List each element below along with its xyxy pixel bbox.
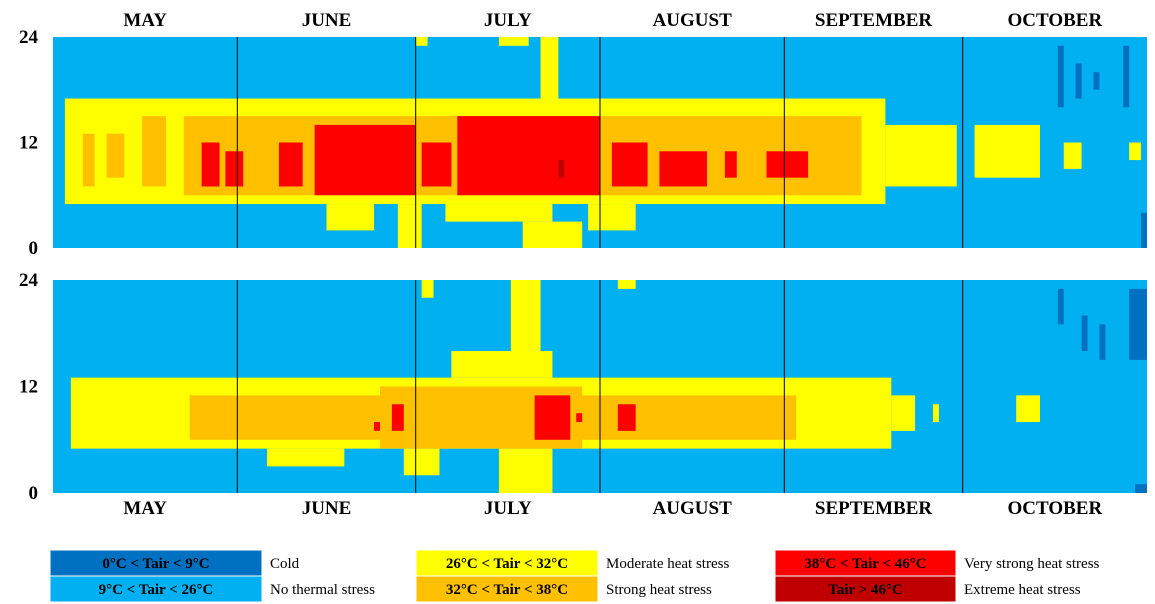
top-month-labels: MAY JUNE JULY AUGUST SEPTEMBER OCTOBER: [123, 10, 1102, 31]
y-tick-label: 12: [19, 377, 38, 398]
heat-cell-very-strong: [391, 404, 404, 431]
legend-label: Extreme heat stress: [964, 582, 1081, 598]
heat-cell-moderate: [421, 280, 434, 298]
y-tick-label: 24: [19, 27, 39, 48]
y-tick-label: 24: [19, 270, 39, 291]
legend: 0°C < Tair < 9°C Cold 9°C < Tair < 26°C No …: [49, 549, 1100, 603]
heat-cell-moderate: [415, 37, 428, 46]
heat-cell-very-strong: [611, 142, 648, 187]
y-tick-label: 12: [19, 133, 38, 154]
legend-swatch: [774, 549, 957, 577]
heat-cell-moderate: [451, 351, 553, 378]
month-label: SEPTEMBER: [815, 10, 932, 31]
month-label: AUGUST: [653, 498, 733, 519]
heat-cell-cold: [1057, 288, 1064, 325]
heat-cell-very-strong: [659, 151, 708, 187]
heat-cell-moderate: [891, 395, 916, 431]
heat-cell-very-strong: [225, 151, 244, 187]
heat-cell-moderate: [974, 124, 1040, 178]
legend-swatch: [49, 549, 263, 577]
heat-cell-very-strong: [374, 422, 381, 431]
legend-range: 32°C < Tair < 38°C: [446, 582, 568, 598]
heat-cell-strong: [142, 116, 166, 187]
y-tick-label: 0: [29, 238, 39, 259]
heat-cell-moderate: [1016, 395, 1040, 423]
month-label: JUNE: [302, 498, 352, 519]
month-label: MAY: [123, 10, 167, 31]
heat-cell-cold: [1129, 288, 1147, 360]
legend-swatch: [774, 575, 957, 603]
heat-cell-cold: [1081, 315, 1088, 351]
month-label: MAY: [123, 498, 167, 519]
heat-cell-very-strong: [457, 116, 600, 196]
legend-swatch: [415, 549, 599, 577]
bottom-month-labels: MAY JUNE JULY AUGUST SEPTEMBER OCTOBER: [123, 498, 1102, 519]
legend-label: Very strong heat stress: [964, 556, 1100, 572]
heat-cell-strong: [82, 133, 95, 187]
legend-label: Strong heat stress: [606, 582, 712, 598]
heat-cell-very-strong: [724, 151, 737, 178]
heat-cell-very-strong: [201, 142, 220, 187]
heat-cell-cold: [1057, 45, 1064, 108]
legend-range: 38°C < Tair < 46°C: [804, 556, 926, 572]
heat-cell-cold: [1141, 212, 1147, 248]
heat-cell-very-strong: [576, 413, 583, 423]
legend-label: No thermal stress: [270, 582, 375, 598]
heat-cell-moderate: [885, 124, 957, 187]
legend-swatch: [415, 575, 599, 603]
heat-cell-very-strong: [314, 124, 416, 196]
heat-cell-moderate: [397, 204, 422, 248]
legend-range: 26°C < Tair < 32°C: [446, 556, 568, 572]
legend-label: Cold: [270, 556, 300, 572]
heat-cell-strong: [106, 133, 125, 178]
heat-cell-very-strong: [617, 404, 636, 431]
heat-cell-moderate: [932, 404, 939, 422]
heat-cell-very-strong: [766, 151, 809, 178]
heat-cell-moderate: [1129, 142, 1142, 161]
heat-cell-very-strong: [534, 395, 571, 440]
month-label: SEPTEMBER: [815, 498, 932, 519]
y-tick-label: 0: [29, 483, 39, 504]
heat-cell-moderate: [498, 448, 553, 494]
heat-cell-moderate: [588, 204, 636, 231]
heat-cell-very-strong: [421, 142, 452, 187]
heat-cell-extreme: [558, 160, 565, 178]
month-label: JULY: [484, 10, 532, 31]
heatmap-panel-bottom: 0 12 24: [19, 270, 1147, 504]
month-label: AUGUST: [653, 10, 733, 31]
heat-cell-moderate: [522, 221, 583, 249]
legend-range: 9°C < Tair < 26°C: [99, 582, 214, 598]
legend-label: Moderate heat stress: [606, 556, 729, 572]
heat-cell-cold: [1093, 72, 1100, 90]
heat-cell-moderate: [326, 204, 375, 231]
month-label: OCTOBER: [1007, 498, 1102, 519]
heat-cell-cold: [1135, 484, 1147, 494]
heat-cell-moderate: [540, 37, 559, 99]
heat-cell-moderate: [267, 448, 345, 467]
heat-cell-moderate: [510, 280, 541, 351]
legend-range: 0°C < Tair < 9°C: [102, 556, 209, 572]
heat-cell-cold: [1099, 324, 1106, 360]
heat-cell-moderate: [445, 204, 553, 222]
month-label: JUNE: [302, 10, 352, 31]
heat-cell-moderate: [403, 448, 440, 476]
heatmap-panel-top: 0 12 24: [19, 27, 1147, 259]
legend-range: Tair > 46°C: [828, 582, 903, 598]
heat-cell-moderate: [498, 37, 529, 46]
heat-cell-cold: [1123, 45, 1130, 108]
legend-swatch: [49, 575, 263, 603]
heat-cell-very-strong: [278, 142, 303, 187]
heat-cell-moderate: [1063, 142, 1082, 169]
month-label: JULY: [484, 498, 532, 519]
month-label: OCTOBER: [1007, 10, 1102, 31]
heat-cell-cold: [1075, 63, 1082, 99]
heat-cell-moderate: [617, 280, 636, 289]
